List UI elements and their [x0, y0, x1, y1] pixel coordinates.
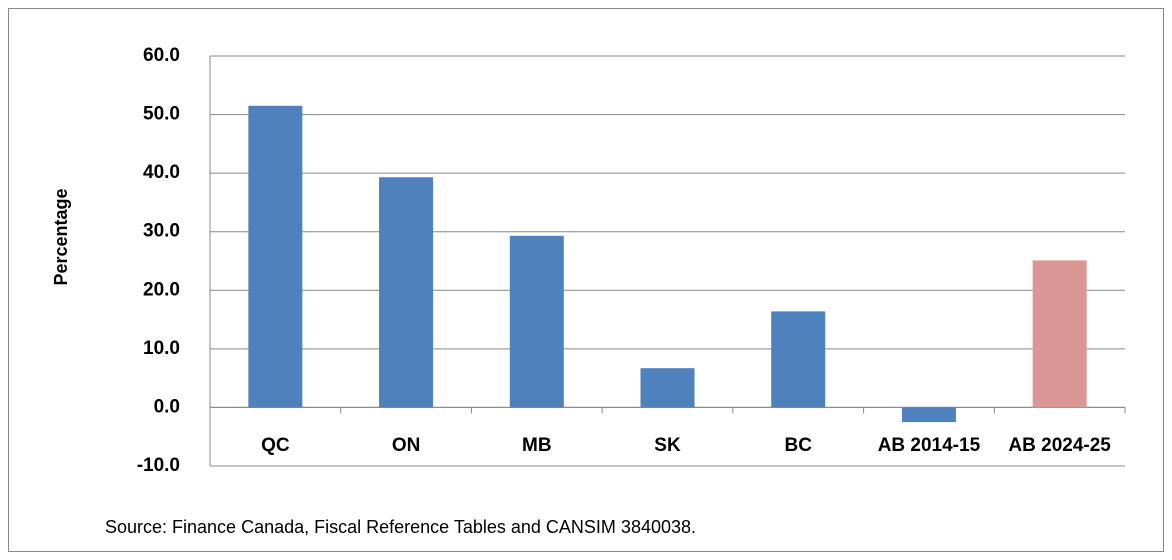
y-tick-label: 50.0: [143, 104, 180, 125]
x-tick-label: SK: [654, 435, 681, 456]
y-axis-label: Percentage: [51, 188, 71, 285]
y-tick-label: 30.0: [143, 221, 180, 242]
bar: [901, 407, 956, 423]
x-tick-label: QC: [261, 435, 290, 456]
y-tick-label: 20.0: [143, 279, 180, 300]
y-tick-label: -10.0: [137, 455, 180, 476]
y-tick-label: 40.0: [143, 162, 180, 183]
y-tick-label: 0.0: [154, 396, 180, 417]
source-note: Source: Finance Canada, Fiscal Reference…: [105, 517, 696, 537]
x-tick-label: ON: [392, 435, 421, 456]
bar: [509, 235, 564, 408]
y-tick-label: 10.0: [143, 338, 180, 359]
x-tick-label: AB 2014-15: [878, 435, 981, 456]
bar: [771, 311, 826, 408]
y-tick-label: 60.0: [143, 45, 180, 66]
x-tick-label: AB 2024-25: [1008, 435, 1111, 456]
bar: [640, 368, 695, 408]
bar: [248, 105, 303, 408]
x-tick-label: BC: [784, 435, 812, 456]
bar: [379, 177, 434, 408]
bar: [1032, 260, 1087, 408]
chart-frame: [8, 8, 1164, 552]
x-tick-label: MB: [522, 435, 552, 456]
